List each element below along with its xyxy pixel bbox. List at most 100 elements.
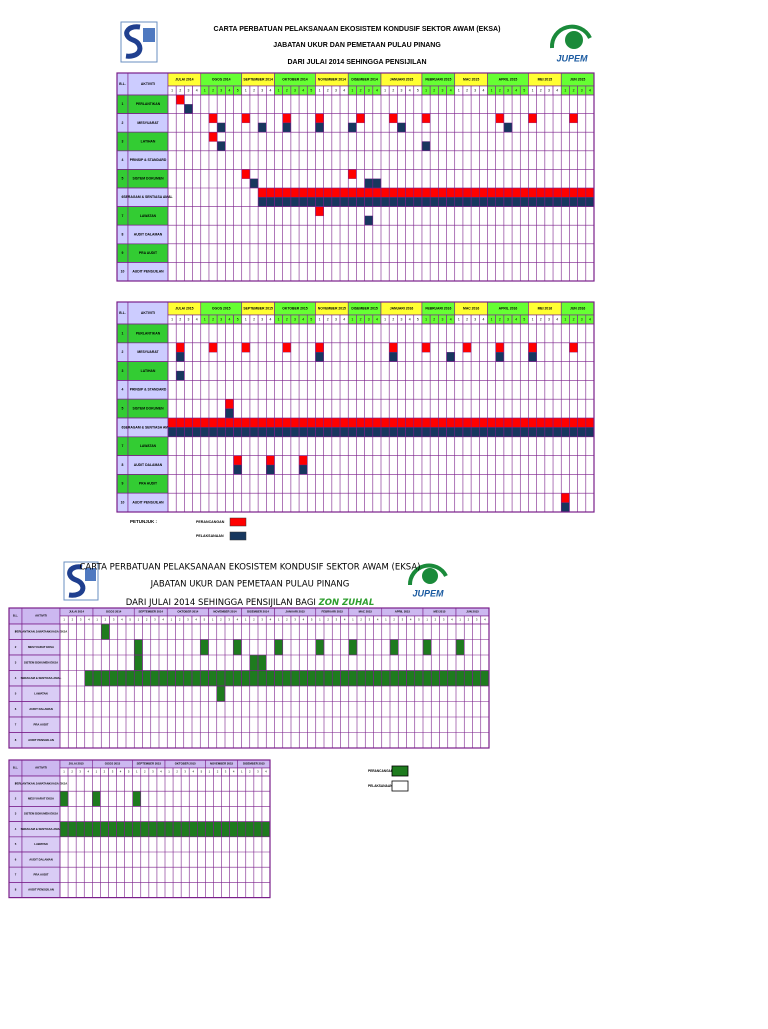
actual-cell xyxy=(528,352,537,362)
plan-cell xyxy=(470,417,480,428)
plan-cell xyxy=(241,169,251,179)
month-label: FEBRUARI 2016 xyxy=(425,306,451,310)
week-label: 2 xyxy=(71,770,73,774)
plan-cell xyxy=(233,417,242,428)
actual-cell xyxy=(167,427,177,437)
week-label: 5 xyxy=(237,88,239,92)
week-label: 1 xyxy=(168,770,170,774)
row-number: 4 xyxy=(15,676,17,680)
week-label: 5 xyxy=(523,317,525,321)
week-label: 2 xyxy=(179,88,181,92)
week-label: 2 xyxy=(220,618,222,622)
actual-cell xyxy=(233,427,242,437)
row-number: 10 xyxy=(121,270,125,274)
plan-cell xyxy=(200,417,210,428)
plan-cell xyxy=(577,187,586,198)
week-label: 4 xyxy=(515,88,517,92)
table-bg xyxy=(117,302,594,512)
actual-cell xyxy=(503,122,513,133)
legend-swatch xyxy=(229,517,247,527)
week-label: 2 xyxy=(392,317,394,321)
actual-cell xyxy=(217,122,226,133)
plan-cell xyxy=(307,417,316,428)
week-label: 4 xyxy=(160,770,162,774)
plan-cell xyxy=(414,670,424,687)
plan-cell xyxy=(561,493,570,503)
plan-cell xyxy=(217,417,226,428)
plan-cell xyxy=(315,417,324,428)
month-label: SEPTEMBER 2015 xyxy=(243,306,273,310)
month-label: OGOS 2014 xyxy=(106,610,122,614)
plan-cell xyxy=(132,791,141,807)
plan-cell xyxy=(282,187,292,198)
title: DARI JULAI 2014 SEHINGGA PENSIJILAN xyxy=(288,59,427,66)
week-label: 2 xyxy=(286,618,288,622)
plan-cell xyxy=(158,670,168,687)
plan-cell xyxy=(116,821,125,837)
actual-cell xyxy=(479,427,488,437)
row-number: 9 xyxy=(122,482,124,486)
activity-name: PRINSIP & STANDARD xyxy=(130,158,167,162)
week-label: 2 xyxy=(499,88,501,92)
week-label: 3 xyxy=(335,88,337,92)
actual-cell xyxy=(421,197,431,207)
activity-name: MESYUARAT xyxy=(137,121,159,125)
week-label: 2 xyxy=(179,317,181,321)
plan-cell xyxy=(221,821,230,837)
actual-cell xyxy=(315,122,324,133)
plan-cell xyxy=(569,342,578,353)
month-label: MEI 2015 xyxy=(538,77,553,81)
plan-cell xyxy=(134,639,143,656)
week-label: 1 xyxy=(96,618,98,622)
week-label: 2 xyxy=(327,88,329,92)
plan-cell xyxy=(389,639,399,656)
week-label: 4 xyxy=(196,317,198,321)
actual-cell xyxy=(323,427,332,437)
actual-cell xyxy=(257,427,267,437)
actual-cell xyxy=(298,427,308,437)
week-label: 2 xyxy=(327,317,329,321)
row-number: 1 xyxy=(15,781,17,785)
plan-cell xyxy=(528,417,537,428)
plan-cell xyxy=(233,639,242,656)
plan-cell xyxy=(479,187,488,198)
plan-cell xyxy=(339,187,349,198)
plan-cell xyxy=(84,821,93,837)
plan-cell xyxy=(245,821,254,837)
actual-cell xyxy=(266,197,275,207)
week-label: 3 xyxy=(369,618,371,622)
actual-cell xyxy=(503,197,513,207)
week-label: 3 xyxy=(113,618,115,622)
week-label: 4 xyxy=(377,618,379,622)
activity-name: AUDIT PENSIJILAN xyxy=(28,888,54,892)
week-label: 4 xyxy=(302,88,304,92)
plan-cell xyxy=(189,821,198,837)
plan-cell xyxy=(299,670,308,687)
month-label: OKTOBER 2014 xyxy=(282,77,307,81)
plan-cell xyxy=(455,670,465,687)
week-label: 4 xyxy=(88,618,90,622)
plan-cell xyxy=(282,670,292,687)
title: DARI JULAI 2014 SEHINGGA PENSIJILAN BAGI… xyxy=(126,598,375,608)
week-label: 3 xyxy=(336,618,338,622)
plan-cell xyxy=(340,670,349,687)
activity-name: SISTEM DOKUMEN xyxy=(132,177,164,181)
week-label: 1 xyxy=(245,618,247,622)
week-label: 3 xyxy=(294,317,296,321)
week-label: 3 xyxy=(401,317,403,321)
activity-name: LAWATAN xyxy=(34,691,47,695)
month-label: JULAI 2015 xyxy=(175,306,193,310)
header-label: AKTIVITI xyxy=(141,82,155,86)
plan-cell xyxy=(233,670,242,687)
plan-cell xyxy=(208,113,218,124)
actual-cell xyxy=(495,197,505,207)
actual-cell xyxy=(446,197,455,207)
week-label: 2 xyxy=(327,618,329,622)
plan-cell xyxy=(200,670,209,687)
week-label: 3 xyxy=(228,618,230,622)
week-label: 3 xyxy=(184,770,186,774)
actual-cell xyxy=(356,427,365,437)
week-label: 1 xyxy=(136,770,138,774)
week-label: 5 xyxy=(201,770,203,774)
week-label: 2 xyxy=(176,770,178,774)
